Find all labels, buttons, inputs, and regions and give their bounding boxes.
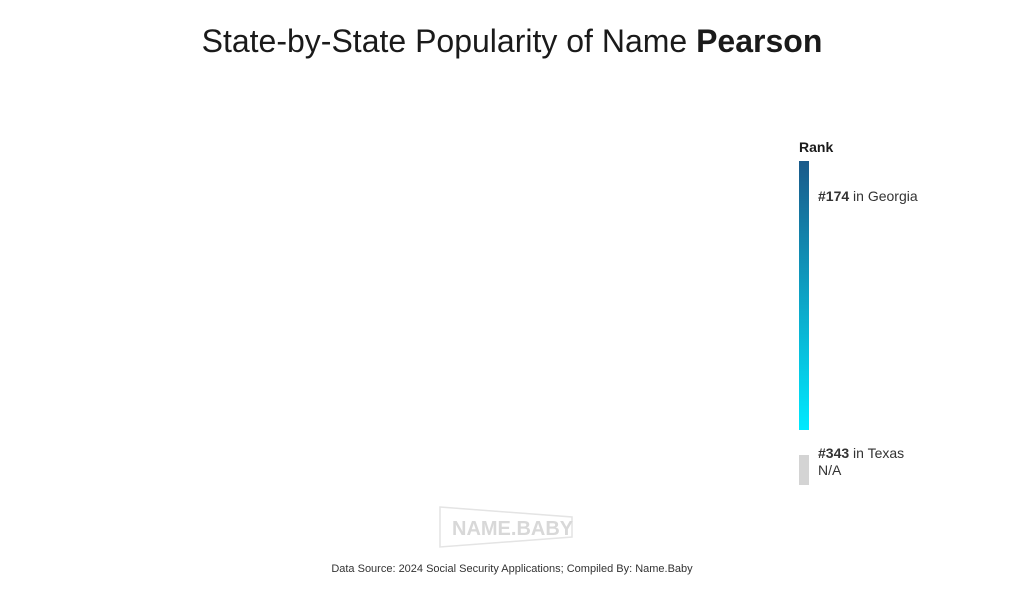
svg-text:NAME.BABY: NAME.BABY — [452, 518, 574, 540]
